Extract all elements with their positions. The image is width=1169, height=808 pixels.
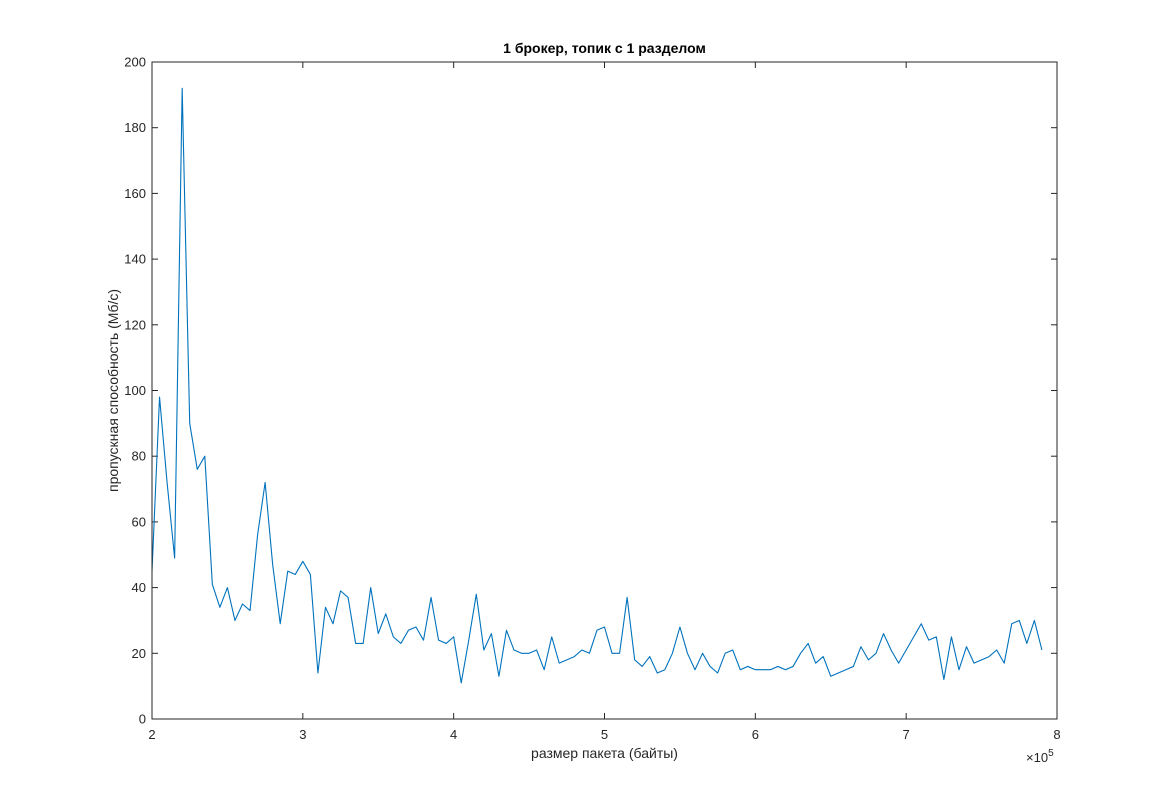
y-tick-label: 120 bbox=[124, 317, 146, 332]
chart-title: 1 брокер, топик с 1 разделом bbox=[503, 40, 706, 56]
y-tick-label: 60 bbox=[132, 514, 146, 529]
x-axis-exponent-power: 5 bbox=[1048, 748, 1054, 759]
x-tick-label: 2 bbox=[148, 727, 155, 742]
x-tick-label: 5 bbox=[601, 727, 608, 742]
x-tick-label: 6 bbox=[752, 727, 759, 742]
axes-box bbox=[151, 61, 1058, 720]
x-tick-label: 7 bbox=[903, 727, 910, 742]
y-axis-tick-labels: 0 20 40 60 80 100 120 140 160 180 200 bbox=[124, 55, 146, 727]
y-tick-label: 80 bbox=[132, 449, 146, 464]
y-tick-label: 100 bbox=[124, 383, 146, 398]
series-line bbox=[151, 87, 1043, 684]
x-tick-label: 3 bbox=[299, 727, 306, 742]
x-axis-label: размер пакета (байты) bbox=[531, 745, 678, 761]
y-tick-label: 40 bbox=[132, 580, 146, 595]
plot-area bbox=[152, 62, 1057, 719]
y-tick-label: 200 bbox=[124, 55, 146, 70]
x-axis-exponent-base: ×10 bbox=[1026, 750, 1048, 765]
x-tick-label: 4 bbox=[450, 727, 457, 742]
x-tick-label: 8 bbox=[1053, 727, 1060, 742]
y-tick-label: 140 bbox=[124, 252, 146, 267]
x-axis-tick-labels: 2 3 4 5 6 7 8 bbox=[148, 727, 1060, 742]
y-axis-label: пропускная способность (Мб/с) bbox=[105, 289, 121, 492]
y-tick-label: 180 bbox=[124, 120, 146, 135]
y-tick-label: 0 bbox=[139, 712, 146, 727]
y-tick-label: 160 bbox=[124, 186, 146, 201]
x-axis-exponent: ×105 bbox=[1026, 748, 1054, 765]
y-tick-label: 20 bbox=[132, 646, 146, 661]
